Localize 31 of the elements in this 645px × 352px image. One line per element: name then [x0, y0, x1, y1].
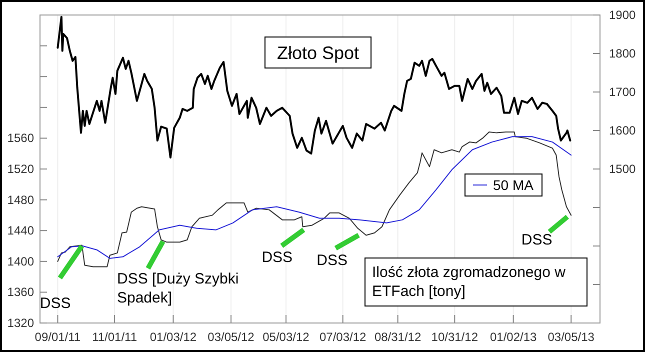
y2-tick-label: 1600 [609, 124, 636, 138]
y2-tick-label: 1700 [609, 85, 636, 99]
y-tick-label: 1520 [7, 162, 34, 176]
y-tick-label: 1400 [7, 254, 34, 268]
x-tick-label: 03/05/13 [548, 330, 595, 344]
annotation: DSS [40, 295, 71, 312]
y-tick-label: 1320 [7, 316, 34, 330]
x-tick-label: 08/31/12 [374, 330, 422, 344]
annotation: DSS [262, 248, 293, 266]
x-tick-label: 09/01/11 [34, 330, 81, 344]
x-tick-label: 01/03/12 [150, 330, 197, 344]
x-tick-label: 10/31/12 [431, 330, 478, 344]
annotation: DSS [521, 232, 552, 249]
x-tick-label: 01/02/13 [490, 330, 538, 344]
line-series [56, 16, 572, 158]
annotation: Ilość złota zgromadzonego w ETFach [tony] [372, 264, 566, 300]
x-tick-label: 05/03/12 [262, 330, 310, 344]
x-tick-label: 07/03/12 [319, 330, 367, 344]
legend-label: 50 MA [493, 177, 534, 193]
y-tick-label: 1560 [7, 131, 34, 146]
y2-tick-label: 1800 [609, 46, 636, 60]
y2-tick-label: 1500 [609, 162, 636, 176]
annotation: DSS [316, 252, 348, 270]
y-tick-label: 1480 [7, 192, 34, 207]
y-tick-label: 1440 [7, 224, 34, 238]
y-tick-label: 1360 [7, 285, 34, 300]
x-tick-label: 11/01/11 [92, 330, 138, 344]
text: Złoto Spot [276, 43, 360, 63]
y2-tick-label: 1900 [609, 8, 636, 22]
annotation: DSS [Duży Szybki Spadek] [116, 270, 239, 306]
x-tick-label: 03/05/12 [208, 330, 255, 344]
